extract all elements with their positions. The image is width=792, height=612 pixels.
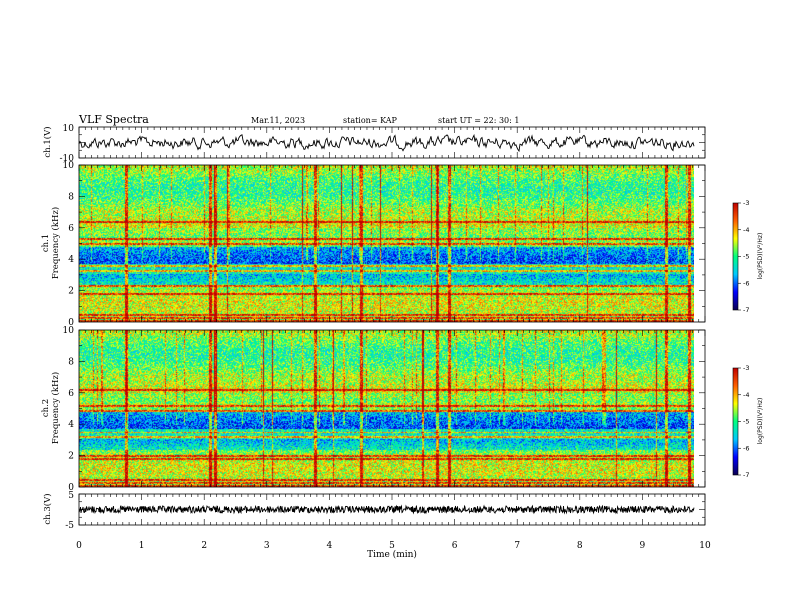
- ch2-colorbar-gradient: [732, 367, 739, 476]
- ch1-colorbar-gradient: [732, 202, 739, 311]
- colorbar-tick-label: -3: [743, 364, 749, 372]
- ch1-spectrogram-ticks: [78, 164, 706, 323]
- colorbar-tick-label: -5: [743, 253, 749, 261]
- ch1-y-tick-bottom: -10: [60, 154, 75, 164]
- colorbar-tick-label: -4: [743, 226, 749, 234]
- y-tick-label: 6: [68, 224, 74, 234]
- y-tick-label: 4: [68, 255, 74, 265]
- ch3-y-tick-top: 5: [68, 491, 74, 501]
- ch2-spectrogram-ticks: [78, 329, 706, 488]
- ch2-spectrogram-image: [79, 330, 694, 487]
- ch2-spectrogram-ytick-labels: 0 2 4 6 8 10: [63, 326, 75, 493]
- ch2-colorbar-label: log(PSD)(V²/Hz): [757, 398, 764, 445]
- colorbar-tick-label: -7: [743, 306, 749, 314]
- colorbar-tick-label: -4: [743, 391, 749, 399]
- x-tick-label: 4: [327, 541, 333, 551]
- y-tick-label: 4: [68, 420, 74, 430]
- ch1-waveform-panel: 10 -10 ch.1(V): [42, 124, 706, 164]
- ch3-waveform-ylabel: ch.3(V): [42, 493, 53, 524]
- y-tick-label: 0: [68, 483, 74, 493]
- ch3-y-tick-bottom: -5: [65, 521, 74, 531]
- ch2-spectrogram-ylabel-channel: ch.2: [41, 399, 51, 417]
- colorbar-tick-label: -6: [743, 444, 749, 452]
- y-tick-label: 2: [68, 452, 74, 462]
- ch1-waveform-ylabel: ch.1(V): [42, 126, 53, 157]
- time-axis-label: Time (min): [367, 549, 417, 560]
- x-tick-label: 3: [264, 541, 270, 551]
- colorbar-tick-label: -5: [743, 418, 749, 426]
- ch2-colorbar-ticks: -3 -4 -5 -6 -7: [738, 364, 749, 479]
- colorbar-tick-label: -6: [743, 279, 749, 287]
- y-tick-label: 2: [68, 287, 74, 297]
- colorbar-tick-label: -3: [743, 199, 749, 207]
- ch1-spectrogram-ytick-labels: 0 2 4 6 8 10: [63, 161, 75, 328]
- time-axis-tick-labels: 0 1 2 3 4 5 6 7 8 9 10: [76, 541, 711, 551]
- ch1-y-tick-top: 10: [63, 124, 75, 134]
- ch1-waveform-line: [78, 133, 695, 153]
- y-tick-label: 6: [68, 389, 74, 399]
- ch2-colorbar: -3 -4 -5 -6 -7 log(PSD)(V²/Hz): [732, 364, 764, 479]
- x-tick-label: 0: [76, 541, 82, 551]
- x-tick-label: 9: [640, 541, 646, 551]
- x-tick-label: 2: [201, 541, 207, 551]
- ch1-spectrogram-image: [79, 165, 694, 322]
- y-tick-label: 10: [63, 326, 75, 336]
- date-label: Mar.11, 2023: [251, 116, 305, 125]
- ch2-spectrogram-panel: 0 2 4 6 8 10 ch.2 Frequency (kHz) -3 -4 -5 -6 -7 …: [41, 326, 764, 493]
- ch3-waveform-panel: 5 -5 ch.3(V) 0 1 2 3 4 5 6 7 8 9 10 Time (min): [42, 491, 711, 560]
- start-time-label: start UT = 22: 30: 1: [438, 116, 519, 125]
- ch1-colorbar-label: log(PSD)(V²/Hz): [757, 233, 764, 280]
- colorbar-tick-label: -7: [743, 471, 749, 479]
- ch2-spectrogram-ylabel-frequency: Frequency (kHz): [50, 372, 61, 444]
- x-tick-label: 1: [139, 541, 145, 551]
- ch1-colorbar: -3 -4 -5 -6 -7 log(PSD)(V²/Hz): [732, 199, 764, 314]
- x-tick-label: 8: [577, 541, 583, 551]
- ch1-spectrogram-panel: 0 2 4 6 8 10 ch.1 Frequency (kHz) -3 -4 -5 -6 -7 …: [41, 161, 764, 328]
- y-tick-label: 8: [68, 192, 74, 202]
- y-tick-label: 10: [63, 161, 75, 171]
- ch1-spectrogram-ylabel-channel: ch.1: [41, 234, 51, 252]
- ch3-waveform-line: [78, 504, 695, 515]
- figure-title: VLF Spectra: [78, 113, 149, 126]
- y-tick-label: 8: [68, 357, 74, 367]
- station-label: station= KAP: [343, 116, 398, 125]
- y-tick-label: 0: [68, 318, 74, 328]
- ch1-colorbar-ticks: -3 -4 -5 -6 -7: [738, 199, 749, 314]
- x-tick-label: 7: [514, 541, 520, 551]
- ch1-spectrogram-ylabel-frequency: Frequency (kHz): [50, 207, 61, 279]
- x-tick-label: 5: [389, 541, 395, 551]
- ch1-waveform-ticks: [78, 126, 706, 159]
- x-tick-label: 10: [699, 541, 711, 551]
- ch3-waveform-ticks: [78, 493, 706, 526]
- x-tick-label: 6: [452, 541, 458, 551]
